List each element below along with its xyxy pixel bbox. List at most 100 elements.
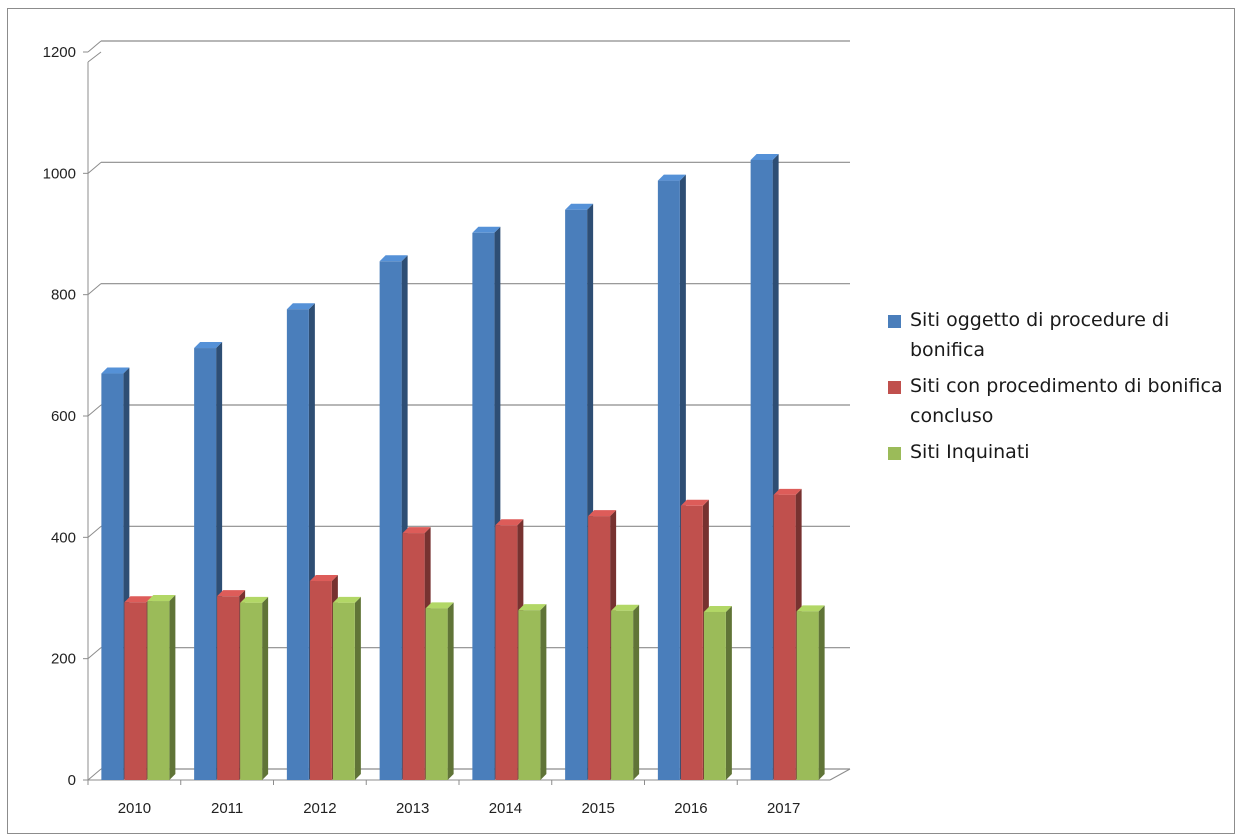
bar-front <box>773 494 796 780</box>
bar-top <box>425 602 454 609</box>
y-tick-label: 0 <box>68 772 76 789</box>
bar-front <box>518 610 541 780</box>
legend-item: Siti con procedimento di bonifica conclu… <box>888 371 1233 431</box>
bar <box>796 605 825 780</box>
bar-side <box>540 604 547 780</box>
bar-top <box>286 303 315 310</box>
bar <box>101 367 130 780</box>
bar-side <box>169 595 176 780</box>
legend-label: Siti Inquinati <box>910 441 1030 463</box>
gridline-diagonal <box>87 283 102 296</box>
bar-top <box>309 575 338 582</box>
bar-top <box>240 596 269 603</box>
bar-front <box>750 159 773 780</box>
legend-swatch <box>888 315 901 328</box>
y-tick-label: 800 <box>51 287 76 304</box>
bar-front <box>286 309 309 780</box>
legend-item: Siti oggetto di procedure di bonifica <box>888 305 1233 365</box>
y-tick-label: 1000 <box>43 165 76 182</box>
bar-front <box>796 611 819 780</box>
bar-side <box>447 602 454 780</box>
bar <box>240 596 269 780</box>
bar-front <box>703 611 726 780</box>
bar-top <box>101 367 130 374</box>
y-tick-label: 1200 <box>43 44 76 61</box>
bar <box>425 602 454 780</box>
bar-top <box>565 203 594 210</box>
wall-edge <box>87 51 102 63</box>
x-tick-label: 2015 <box>581 800 614 817</box>
x-tick-label: 2014 <box>489 800 522 817</box>
gridline-diagonal <box>87 525 102 538</box>
bar-side <box>633 604 640 780</box>
bar <box>147 595 176 780</box>
bar-front <box>402 533 425 780</box>
y-tick-label: 200 <box>51 651 76 668</box>
bar-front <box>425 608 448 780</box>
y-tick-label: 600 <box>51 408 76 425</box>
x-tick-label: 2017 <box>767 800 800 817</box>
legend-item: Siti Inquinati <box>888 437 1233 467</box>
bar-front <box>680 505 703 780</box>
x-tick-label: 2013 <box>396 800 429 817</box>
bar-top <box>495 519 524 526</box>
bar <box>611 604 640 780</box>
bar-top <box>703 605 732 612</box>
bar-top <box>147 595 176 602</box>
x-tick-label: 2011 <box>211 800 243 817</box>
legend: Siti oggetto di procedure di bonifica Si… <box>888 305 1233 473</box>
bar <box>703 605 732 780</box>
gridline-diagonal <box>87 647 102 660</box>
bar-top <box>194 342 223 349</box>
bar-top <box>773 488 802 495</box>
gridline-diagonal <box>87 161 102 174</box>
bar-front <box>147 601 170 780</box>
bar-front <box>495 525 518 780</box>
bar-front <box>657 180 680 780</box>
bar-top <box>332 596 361 603</box>
bar-side <box>354 596 361 780</box>
bar-top <box>680 499 709 506</box>
x-tick-label: 2010 <box>118 800 151 817</box>
legend-label: Siti con procedimento di bonifica conclu… <box>910 375 1223 427</box>
bar-front <box>379 261 402 780</box>
bar-top <box>750 153 779 160</box>
legend-swatch <box>888 381 901 394</box>
bar-top <box>124 596 153 603</box>
legend-swatch <box>888 447 901 460</box>
bar <box>332 596 361 780</box>
x-axis: 2010 2011 2012 2013 2014 2015 2016 2017 <box>87 780 800 817</box>
x-tick-label: 2012 <box>303 800 336 817</box>
gridline-diagonal <box>87 768 102 781</box>
bars <box>101 153 825 781</box>
bar-top <box>796 605 825 612</box>
x-tick-label: 2016 <box>674 800 707 817</box>
bar-top <box>472 226 501 233</box>
bar-side <box>725 605 732 780</box>
gridline-diagonal <box>87 404 102 417</box>
gridline-diagonal <box>87 40 102 53</box>
bar-front <box>217 596 240 780</box>
bar-top <box>588 510 617 517</box>
bar-front <box>611 610 634 780</box>
bar-front <box>332 602 355 780</box>
bar <box>518 604 547 780</box>
bar-top <box>379 255 408 262</box>
bar-front <box>240 602 263 780</box>
floor-edge <box>829 768 851 781</box>
bar-top <box>611 604 640 611</box>
bar-front <box>472 232 495 780</box>
bar-side <box>818 605 825 780</box>
legend-label: Siti oggetto di procedure di bonifica <box>910 309 1170 361</box>
bar-front <box>101 373 124 780</box>
bar-top <box>518 604 547 611</box>
y-axis: 0 200 400 600 800 1000 1200 <box>43 44 88 789</box>
bar-front <box>124 602 147 780</box>
bar-top <box>657 174 686 181</box>
y-tick-label: 400 <box>51 529 76 546</box>
bar-side <box>262 596 269 780</box>
bar-front <box>565 209 588 780</box>
bar-top <box>217 590 246 597</box>
bar-front <box>588 516 611 780</box>
